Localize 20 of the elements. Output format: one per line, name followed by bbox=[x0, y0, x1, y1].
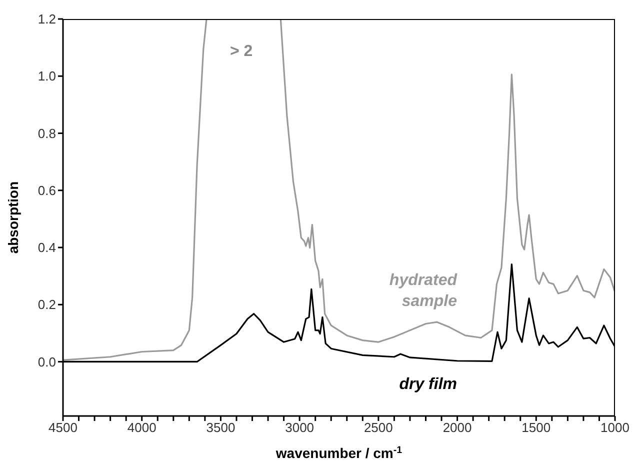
x-tick-label: 1000 bbox=[600, 420, 630, 436]
annotation: > 2 bbox=[230, 43, 253, 61]
y-axis-title: absorption bbox=[5, 181, 21, 254]
series-label: hydrated sample bbox=[388, 271, 457, 312]
x-tick-label: 4500 bbox=[48, 420, 78, 436]
y-tick-label: 0.4 bbox=[38, 240, 56, 256]
x-tick-label: 4000 bbox=[127, 420, 156, 436]
x-axis-title: wavenumber / cm$^{-1}$ bbox=[274, 444, 403, 461]
x-tick-label: 2500 bbox=[364, 420, 393, 436]
series-label: dry film bbox=[398, 375, 457, 395]
y-tick-label: 0.2 bbox=[38, 297, 56, 312]
y-tick-label: 0.0 bbox=[38, 354, 56, 370]
x-tick-label: 2000 bbox=[442, 420, 472, 436]
x-tick-label: 1500 bbox=[522, 420, 551, 436]
y-tick-label: 1.0 bbox=[38, 68, 56, 84]
y-tick-label: 0.6 bbox=[38, 182, 56, 198]
x-tick-label: 3000 bbox=[285, 420, 314, 436]
y-tick-label: 0.8 bbox=[38, 126, 56, 141]
y-tick-label: 1.2 bbox=[38, 12, 56, 27]
x-tick-label: 3500 bbox=[206, 420, 236, 436]
